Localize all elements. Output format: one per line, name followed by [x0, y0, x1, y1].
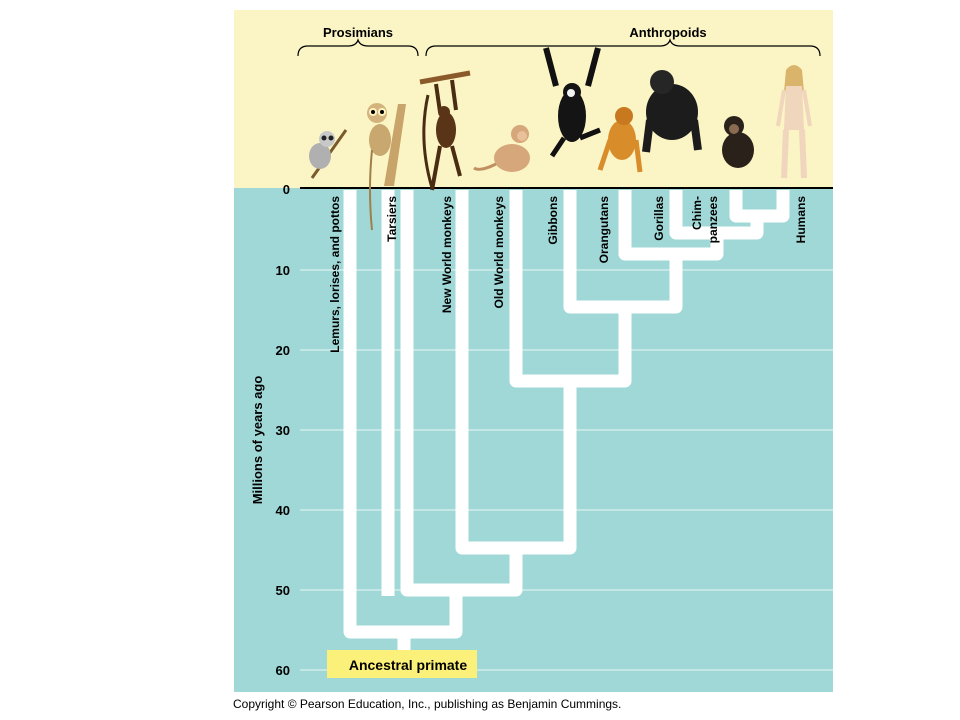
y-tick-0: 0	[283, 182, 290, 197]
taxon-label-humans: Humans	[794, 196, 808, 244]
branch-gorillas-hominins	[618, 190, 724, 261]
branch-orangutans-african	[563, 190, 683, 314]
plot-panel	[234, 188, 833, 692]
group-label-anthropoids: Anthropoids	[629, 25, 706, 40]
branch-newworld-rest	[400, 190, 523, 597]
taxon-label-orangutans: Orangutans	[597, 196, 611, 264]
y-tick-20: 20	[276, 343, 290, 358]
gorilla-icon	[642, 70, 702, 153]
branch-chimps-humans	[669, 190, 764, 240]
human-icon	[776, 65, 812, 179]
spider-monkey-icon	[419, 70, 471, 191]
copyright-text: Copyright © Pearson Education, Inc., pub…	[233, 697, 622, 711]
y-tick-40: 40	[276, 503, 290, 518]
tree-branches	[343, 190, 790, 652]
ancestor-box	[327, 650, 477, 678]
gibbon-icon	[543, 47, 601, 158]
taxon-label-tarsiers: Tarsiers	[385, 196, 399, 242]
taxon-label-new-world-monkeys: New World monkeys	[440, 196, 454, 313]
chimpanzee-icon	[722, 116, 754, 168]
prosimians-bracket	[297, 38, 419, 57]
group-brackets	[297, 38, 821, 57]
group-label-prosimians: Prosimians	[323, 25, 393, 40]
anthropoids-bracket	[425, 38, 821, 57]
y-tick-30: 30	[276, 423, 290, 438]
taxa-labels: Lemurs, lorises, and pottos Tarsiers New…	[328, 196, 808, 353]
branch-humans	[729, 190, 790, 223]
y-axis-label: Millions of years ago	[250, 376, 265, 505]
y-tick-10: 10	[276, 263, 290, 278]
branch-gibbons-greatapes	[509, 190, 632, 388]
taxon-label-gorillas: Gorillas	[652, 196, 666, 241]
taxon-label-lemurs: Lemurs, lorises, and pottos	[328, 196, 342, 353]
y-tick-60: 60	[276, 663, 290, 678]
branch-oldworld-apes	[455, 190, 577, 555]
lemur-icon	[309, 129, 348, 179]
y-tick-50: 50	[276, 583, 290, 598]
orangutan-icon	[597, 107, 643, 173]
taxon-label-chimps-line2: panzees	[706, 196, 720, 244]
tarsier-icon	[367, 103, 406, 231]
macaque-icon	[473, 125, 530, 172]
taxon-label-old-world-monkeys: Old World monkeys	[492, 196, 506, 309]
taxon-label-chimps-line1: Chim-	[690, 196, 704, 230]
taxon-label-gibbons: Gibbons	[546, 196, 560, 245]
ancestor-label: Ancestral primate	[349, 657, 467, 673]
y-axis: 0 10 20 30 40 50 60	[276, 182, 290, 678]
